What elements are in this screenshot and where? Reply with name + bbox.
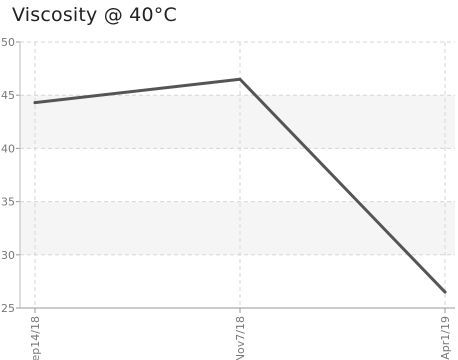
y-tick-label: 130 [0, 249, 15, 262]
y-tick-label: 125 [0, 302, 15, 315]
data-point [443, 290, 447, 294]
data-point [33, 101, 37, 105]
x-tick-label: Apr1/19 [439, 316, 452, 360]
y-tick-label: 140 [0, 142, 15, 155]
grid-band [20, 201, 455, 255]
data-point [238, 77, 242, 81]
y-tick-label: 150 [0, 36, 15, 49]
y-tick-label: 135 [0, 196, 15, 209]
grid-band [20, 95, 455, 149]
y-tick-label: 145 [0, 89, 15, 102]
x-tick-label: Sep14/18 [29, 316, 42, 360]
chart-title: Viscosity @ 40°C [12, 4, 177, 26]
x-tick-label: Nov7/18 [234, 316, 247, 360]
